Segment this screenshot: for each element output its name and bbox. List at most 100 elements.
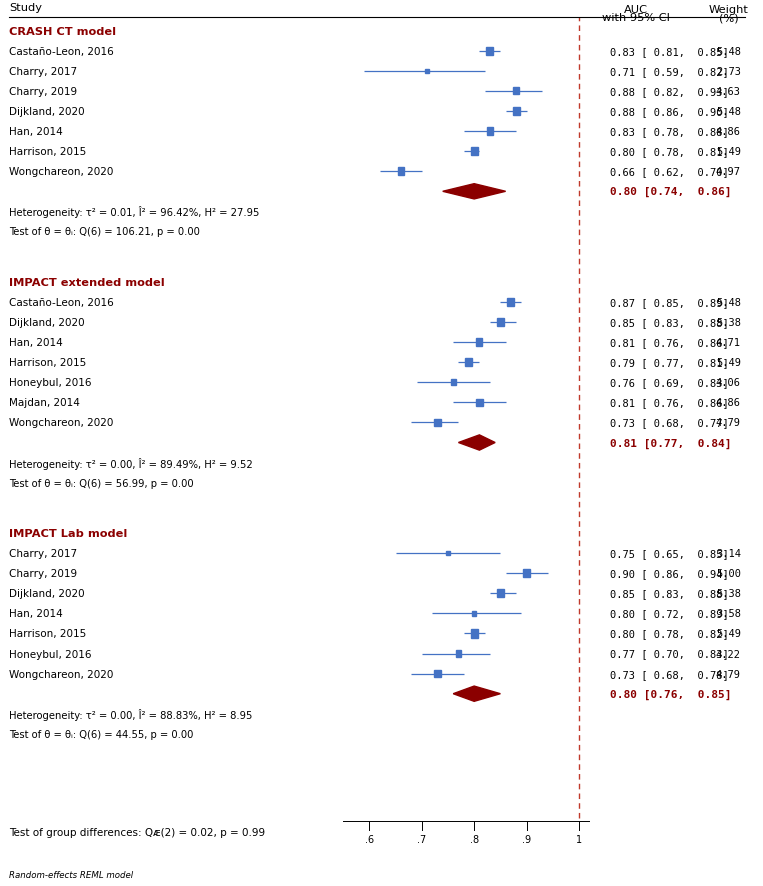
Polygon shape [459,435,495,451]
Text: 0.80 [0.74,  0.86]: 0.80 [0.74, 0.86] [610,187,731,198]
Text: 0.73 [ 0.68,  0.78]: 0.73 [ 0.68, 0.78] [610,669,729,679]
Text: 5.38: 5.38 [716,588,741,599]
Text: Charry, 2019: Charry, 2019 [9,569,77,579]
Text: 5.48: 5.48 [716,107,741,117]
FancyBboxPatch shape [513,89,519,95]
Text: 0.75 [ 0.65,  0.85]: 0.75 [ 0.65, 0.85] [610,548,729,558]
Text: 5.38: 5.38 [716,317,741,328]
FancyBboxPatch shape [398,168,404,175]
Text: 5.48: 5.48 [716,47,741,57]
Text: 0.85 [ 0.83,  0.88]: 0.85 [ 0.83, 0.88] [610,588,729,599]
Text: 4.86: 4.86 [716,398,741,408]
Text: 4.06: 4.06 [716,377,741,388]
Text: 3.58: 3.58 [716,609,741,618]
Text: Dijkland, 2020: Dijkland, 2020 [9,317,85,328]
Text: 0.88 [ 0.86,  0.90]: 0.88 [ 0.86, 0.90] [610,107,729,117]
FancyBboxPatch shape [487,128,493,136]
Text: 0.66 [ 0.62,  0.70]: 0.66 [ 0.62, 0.70] [610,167,729,177]
Text: .7: .7 [417,835,427,844]
Text: Dijkland, 2020: Dijkland, 2020 [9,588,85,599]
Text: 0.83 [ 0.78,  0.88]: 0.83 [ 0.78, 0.88] [610,127,729,136]
Text: Weight: Weight [709,5,749,15]
Text: 5.49: 5.49 [716,629,741,639]
Text: Castaño-Leon, 2016: Castaño-Leon, 2016 [9,298,114,307]
Text: 4.97: 4.97 [716,167,741,177]
FancyBboxPatch shape [465,359,472,367]
Text: 0.80 [ 0.78,  0.81]: 0.80 [ 0.78, 0.81] [610,147,729,157]
FancyBboxPatch shape [523,570,530,578]
Text: Charry, 2019: Charry, 2019 [9,87,77,97]
Text: IMPACT extended model: IMPACT extended model [9,277,165,287]
Text: 0.71 [ 0.59,  0.82]: 0.71 [ 0.59, 0.82] [610,66,729,76]
Text: Dijkland, 2020: Dijkland, 2020 [9,107,85,117]
Text: 5.49: 5.49 [716,358,741,368]
Text: 2.73: 2.73 [716,66,741,76]
Text: 4.86: 4.86 [716,127,741,136]
Text: Han, 2014: Han, 2014 [9,609,63,618]
Text: 0.81 [ 0.76,  0.86]: 0.81 [ 0.76, 0.86] [610,398,729,408]
Text: Charry, 2017: Charry, 2017 [9,66,77,76]
Text: Heterogeneity: τ² = 0.00, Î² = 89.49%, H² = 9.52: Heterogeneity: τ² = 0.00, Î² = 89.49%, H… [9,457,253,469]
Text: Harrison, 2015: Harrison, 2015 [9,358,86,368]
FancyBboxPatch shape [451,380,456,385]
Text: Honeybul, 2016: Honeybul, 2016 [9,649,92,659]
FancyBboxPatch shape [456,650,461,657]
Text: Test of θ = θᵢ: Q(6) = 44.55, p = 0.00: Test of θ = θᵢ: Q(6) = 44.55, p = 0.00 [9,729,193,739]
FancyBboxPatch shape [434,670,440,678]
Text: 5.48: 5.48 [716,298,741,307]
Text: 0.77 [ 0.70,  0.83]: 0.77 [ 0.70, 0.83] [610,649,729,659]
Text: Charry, 2017: Charry, 2017 [9,548,77,558]
FancyBboxPatch shape [434,419,440,426]
FancyBboxPatch shape [497,589,504,597]
Text: Heterogeneity: τ² = 0.01, Î² = 96.42%, H² = 27.95: Heterogeneity: τ² = 0.01, Î² = 96.42%, H… [9,206,259,218]
Text: Wongchareon, 2020: Wongchareon, 2020 [9,418,113,428]
Text: Harrison, 2015: Harrison, 2015 [9,629,86,639]
Text: 0.87 [ 0.85,  0.89]: 0.87 [ 0.85, 0.89] [610,298,729,307]
Text: 0.83 [ 0.81,  0.85]: 0.83 [ 0.81, 0.85] [610,47,729,57]
Text: Test of θ = θᵢ: Q(6) = 106.21, p = 0.00: Test of θ = θᵢ: Q(6) = 106.21, p = 0.00 [9,227,200,237]
Text: Heterogeneity: τ² = 0.00, Î² = 88.83%, H² = 8.95: Heterogeneity: τ² = 0.00, Î² = 88.83%, H… [9,708,253,720]
Text: Honeybul, 2016: Honeybul, 2016 [9,377,92,388]
Text: Test of θ = θᵢ: Q(6) = 56.99, p = 0.00: Test of θ = θᵢ: Q(6) = 56.99, p = 0.00 [9,478,194,488]
Text: 5.49: 5.49 [716,147,741,157]
FancyBboxPatch shape [476,339,482,346]
FancyBboxPatch shape [497,319,504,327]
Text: .6: .6 [365,835,374,844]
FancyBboxPatch shape [486,48,494,56]
Text: 0.81 [0.77,  0.84]: 0.81 [0.77, 0.84] [610,438,731,448]
Text: 4.22: 4.22 [716,649,741,659]
Text: 3.14: 3.14 [716,548,741,558]
Text: 0.73 [ 0.68,  0.77]: 0.73 [ 0.68, 0.77] [610,418,729,428]
Text: Study: Study [9,4,42,13]
Text: 0.81 [ 0.76,  0.86]: 0.81 [ 0.76, 0.86] [610,338,729,347]
Text: 5.00: 5.00 [716,569,741,579]
Text: Wongchareon, 2020: Wongchareon, 2020 [9,167,113,177]
Text: with 95% CI: with 95% CI [602,13,670,23]
FancyBboxPatch shape [471,148,478,156]
Text: Harrison, 2015: Harrison, 2015 [9,147,86,157]
Text: Random-effects REML model: Random-effects REML model [9,869,133,879]
FancyBboxPatch shape [425,70,429,74]
Text: .8: .8 [469,835,478,844]
Text: 0.85 [ 0.83,  0.88]: 0.85 [ 0.83, 0.88] [610,317,729,328]
Text: 0.80 [ 0.78,  0.82]: 0.80 [ 0.78, 0.82] [610,629,729,639]
Polygon shape [443,184,506,199]
FancyBboxPatch shape [471,630,478,638]
Text: 4.79: 4.79 [716,669,741,679]
Text: Majdan, 2014: Majdan, 2014 [9,398,80,408]
Text: Han, 2014: Han, 2014 [9,127,63,136]
FancyBboxPatch shape [446,551,450,556]
FancyBboxPatch shape [472,611,476,617]
Text: 0.76 [ 0.69,  0.83]: 0.76 [ 0.69, 0.83] [610,377,729,388]
FancyBboxPatch shape [476,400,482,407]
Text: Han, 2014: Han, 2014 [9,338,63,347]
Text: 0.80 [ 0.72,  0.89]: 0.80 [ 0.72, 0.89] [610,609,729,618]
Text: 0.88 [ 0.82,  0.93]: 0.88 [ 0.82, 0.93] [610,87,729,97]
Text: 4.79: 4.79 [716,418,741,428]
Text: IMPACT Lab model: IMPACT Lab model [9,528,127,539]
Text: 4.71: 4.71 [716,338,741,347]
FancyBboxPatch shape [513,108,520,116]
Text: Castaño-Leon, 2016: Castaño-Leon, 2016 [9,47,114,57]
Text: 0.80 [0.76,  0.85]: 0.80 [0.76, 0.85] [610,688,731,699]
Text: 0.90 [ 0.86,  0.94]: 0.90 [ 0.86, 0.94] [610,569,729,579]
